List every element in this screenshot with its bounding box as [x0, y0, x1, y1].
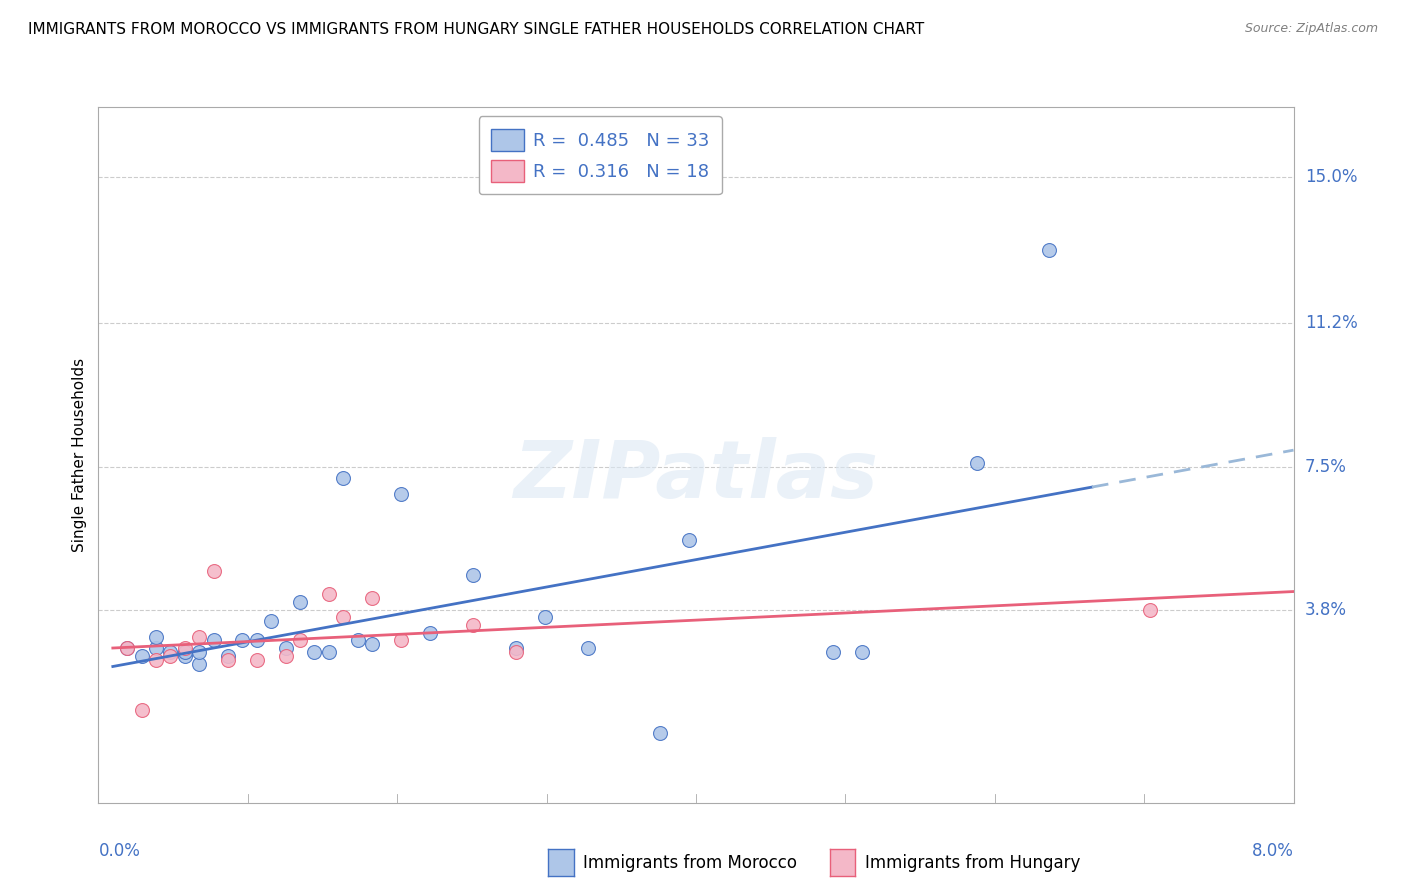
Point — [304, 645, 326, 659]
Text: 7.5%: 7.5% — [1305, 458, 1347, 475]
Point — [966, 456, 988, 470]
Point — [346, 633, 368, 648]
Point — [505, 645, 527, 659]
Point — [389, 633, 412, 648]
Point — [246, 653, 269, 667]
Point — [505, 641, 527, 656]
Text: ZIPatlas: ZIPatlas — [513, 437, 879, 515]
Point — [274, 641, 297, 656]
Point — [217, 653, 239, 667]
Point — [260, 614, 283, 628]
Text: 3.8%: 3.8% — [1305, 600, 1347, 618]
Point — [461, 567, 484, 582]
Point — [246, 633, 269, 648]
Point — [821, 645, 844, 659]
Point — [361, 591, 384, 605]
Text: 8.0%: 8.0% — [1251, 842, 1294, 860]
Point — [188, 630, 211, 644]
Point — [332, 610, 354, 624]
Text: Immigrants from Morocco: Immigrants from Morocco — [583, 855, 797, 872]
Point — [202, 564, 225, 578]
Point — [361, 637, 384, 651]
Point — [288, 595, 311, 609]
Point — [115, 641, 138, 656]
Point — [1139, 602, 1161, 616]
Text: 0.0%: 0.0% — [98, 842, 141, 860]
Point — [461, 618, 484, 632]
Point — [145, 641, 167, 656]
Point — [576, 641, 599, 656]
Text: IMMIGRANTS FROM MOROCCO VS IMMIGRANTS FROM HUNGARY SINGLE FATHER HOUSEHOLDS CORR: IMMIGRANTS FROM MOROCCO VS IMMIGRANTS FR… — [28, 22, 924, 37]
Text: Immigrants from Hungary: Immigrants from Hungary — [865, 855, 1080, 872]
Point — [173, 648, 195, 663]
Point — [678, 533, 700, 547]
Point — [288, 633, 311, 648]
Y-axis label: Single Father Households: Single Father Households — [72, 358, 87, 552]
Point — [389, 486, 412, 500]
Point — [318, 587, 340, 601]
Point — [1038, 243, 1060, 257]
Point — [318, 645, 340, 659]
Point — [274, 648, 297, 663]
Text: 15.0%: 15.0% — [1305, 168, 1357, 186]
Legend: R =  0.485   N = 33, R =  0.316   N = 18: R = 0.485 N = 33, R = 0.316 N = 18 — [479, 116, 721, 194]
Point — [648, 726, 671, 740]
Point — [851, 645, 873, 659]
Point — [217, 648, 239, 663]
Text: Source: ZipAtlas.com: Source: ZipAtlas.com — [1244, 22, 1378, 36]
Text: 11.2%: 11.2% — [1305, 315, 1357, 333]
Point — [159, 648, 181, 663]
Point — [173, 641, 195, 656]
Point — [131, 703, 153, 717]
Point — [173, 645, 195, 659]
Point — [188, 645, 211, 659]
Point — [188, 657, 211, 671]
Point — [202, 633, 225, 648]
Point — [159, 645, 181, 659]
Point — [533, 610, 555, 624]
Point — [145, 630, 167, 644]
Point — [115, 641, 138, 656]
Point — [231, 633, 253, 648]
Point — [332, 471, 354, 485]
Point — [145, 653, 167, 667]
Point — [131, 648, 153, 663]
Point — [419, 625, 441, 640]
